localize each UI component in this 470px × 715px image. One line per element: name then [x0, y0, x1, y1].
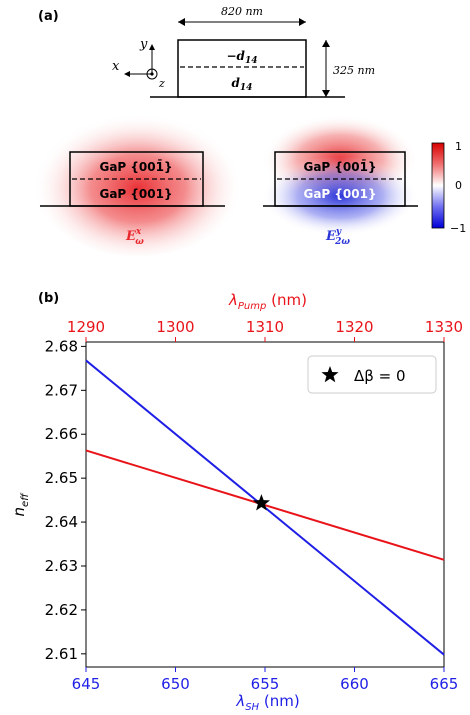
bottom-axis-title: λSH (nm)	[235, 692, 299, 713]
colorbar-gradient	[431, 142, 445, 229]
colorbar-max: 1	[455, 140, 462, 153]
colorbar-mid: 0	[455, 179, 462, 192]
left-bottom-domain-label: GaP {001}	[99, 187, 172, 201]
legend: Δβ = 0	[307, 355, 437, 394]
top-tick-label: 1330	[425, 318, 463, 336]
top-tick-label: 1300	[156, 318, 194, 336]
y-arrowhead-icon	[149, 44, 155, 50]
top-layer-label: −d14	[227, 49, 258, 66]
top-tick-label: 1290	[67, 318, 105, 336]
waveguide-schematic: 820 nm −d14 d14 325 nm y x z	[112, 5, 375, 98]
y-tick-label: 2.66	[45, 425, 78, 443]
right-field-label: Ey 2ω	[325, 227, 350, 247]
x-tick-label: 655	[251, 675, 280, 693]
x-tick-label: 650	[161, 675, 190, 693]
y-tick-label: 2.67	[45, 381, 78, 399]
legend-star-icon	[321, 366, 339, 383]
legend-box	[307, 355, 437, 394]
y-tick-label: 2.64	[45, 513, 78, 531]
y-tick-label: 2.68	[45, 337, 78, 355]
x-arrowhead-icon	[124, 71, 130, 77]
bottom-layer-label: d14	[232, 76, 253, 93]
left-field-label: Ex ω	[125, 227, 144, 247]
y-tick-label: 2.63	[45, 557, 78, 575]
y-tick-label: 2.61	[45, 645, 78, 663]
colorbar-min: −1	[450, 222, 466, 235]
z-axis-out-of-page-icon	[146, 68, 158, 80]
z-axis-dot	[150, 72, 154, 76]
axis-z-label: z	[158, 77, 165, 90]
panel-a-label: (a)	[38, 9, 59, 24]
mode-profile-right: GaP {001̄} GaP {001} Ey 2ω	[262, 115, 418, 247]
y-tick-label: 2.65	[45, 469, 78, 487]
width-dimension: 820 nm	[221, 5, 263, 18]
phase-match-star-marker	[252, 494, 270, 511]
field-intensity-left	[33, 106, 243, 256]
right-bottom-domain-label: GaP {001}	[303, 187, 376, 201]
colorbar: 1 0 −1	[431, 140, 466, 235]
top-tick-label: 1310	[246, 318, 284, 336]
field-intensity-right-bottom	[262, 156, 418, 236]
x-tick-label: 660	[340, 675, 369, 693]
legend-label: Δβ = 0	[354, 367, 405, 385]
top-tick-label: 1320	[335, 318, 373, 336]
left-top-domain-label: GaP {001̄}	[99, 159, 172, 174]
right-top-domain-label: GaP {001̄}	[303, 159, 376, 174]
axis-y-label: y	[139, 37, 148, 52]
height-arrowheads	[322, 40, 330, 97]
y-axis-title: neff	[10, 492, 31, 517]
x-tick-label: 665	[430, 675, 459, 693]
top-axis-title: λPump (nm)	[228, 291, 307, 312]
y-tick-label: 2.62	[45, 601, 78, 619]
axis-x-label: x	[112, 59, 120, 74]
panel-b-label: (b)	[38, 291, 59, 306]
mode-profile-left: GaP {001̄} GaP {001} Ex ω	[33, 106, 243, 256]
height-dimension: 325 nm	[333, 64, 375, 77]
x-tick-label: 645	[72, 675, 101, 693]
neff-chart: λPump (nm) λSH (nm) neff Δβ = 0 645 650 65…	[10, 291, 463, 713]
